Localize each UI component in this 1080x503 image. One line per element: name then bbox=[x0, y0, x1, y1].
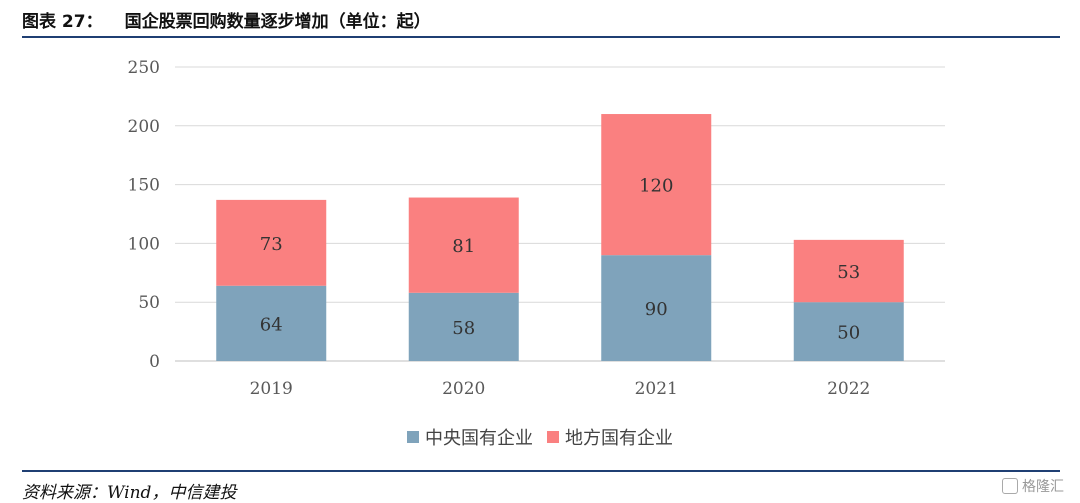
y-tick-label: 150 bbox=[128, 176, 160, 196]
data-label-2019-series-1: 73 bbox=[260, 234, 283, 255]
y-tick-label: 50 bbox=[138, 293, 160, 313]
data-label-2020-series-0: 58 bbox=[452, 318, 475, 339]
bar-2019-series-1 bbox=[216, 199, 327, 286]
data-label-2020-series-1: 81 bbox=[452, 236, 475, 257]
y-tick-label: 200 bbox=[128, 117, 160, 137]
legend: 中央国有企业 地方国有企业 bbox=[0, 424, 1080, 450]
bar-2020-series-1 bbox=[408, 197, 519, 293]
x-tick-label-2022: 2022 bbox=[827, 379, 870, 399]
data-label-2022-series-0: 50 bbox=[837, 323, 860, 344]
legend-swatch-local bbox=[547, 431, 559, 443]
data-label-2019-series-0: 64 bbox=[260, 314, 283, 335]
y-axis-ticks: 0 50 100 150 200 250 bbox=[128, 58, 160, 372]
bar-2019-series-0 bbox=[216, 285, 327, 361]
watermark-logo-icon bbox=[1002, 478, 1018, 494]
figure-title: 国企股票回购数量逐步增加（单位：起） bbox=[124, 11, 431, 32]
bar-2022-series-1 bbox=[793, 239, 904, 303]
bar-2021-series-0 bbox=[601, 255, 712, 361]
legend-item-local: 地方国有企业 bbox=[547, 424, 673, 450]
top-divider bbox=[22, 36, 1060, 38]
x-tick-label-2021: 2021 bbox=[635, 379, 678, 399]
data-label-2021-series-0: 90 bbox=[645, 299, 668, 320]
watermark: 格隆汇 bbox=[1002, 476, 1064, 496]
source-note: 资料来源：Wind，中信建投 bbox=[22, 483, 237, 503]
legend-label-central: 中央国有企业 bbox=[425, 428, 533, 449]
x-tick-label-2020: 2020 bbox=[442, 379, 485, 399]
data-label-2022-series-1: 53 bbox=[837, 262, 860, 283]
legend-item-central: 中央国有企业 bbox=[407, 424, 533, 450]
bar-2021-series-1 bbox=[601, 114, 712, 256]
bar-2022-series-0 bbox=[793, 302, 904, 361]
watermark-text: 格隆汇 bbox=[1022, 479, 1064, 495]
legend-label-local: 地方国有企业 bbox=[565, 428, 673, 449]
y-tick-label: 0 bbox=[149, 352, 160, 372]
data-label-2021-series-1: 120 bbox=[639, 176, 673, 197]
y-tick-label: 250 bbox=[128, 58, 160, 78]
x-axis-ticks: 2019 2020 2021 2022 bbox=[250, 379, 871, 399]
legend-swatch-central bbox=[407, 431, 419, 443]
figure-number: 图表 27： bbox=[22, 11, 103, 32]
x-tick-label-2019: 2019 bbox=[250, 379, 293, 399]
y-tick-label: 100 bbox=[128, 234, 160, 254]
figure-title-bar: 图表 27： 国企股票回购数量逐步增加（单位：起） bbox=[22, 6, 1060, 32]
bottom-divider bbox=[22, 470, 1060, 472]
bars: 64 73 58 81 90 120 50 53 bbox=[216, 114, 904, 361]
bar-2020-series-0 bbox=[408, 292, 519, 361]
